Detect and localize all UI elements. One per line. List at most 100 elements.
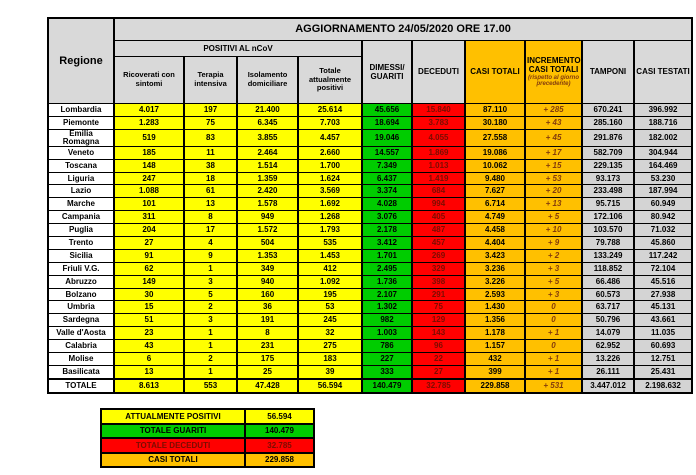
cell-deceduti: 27 — [411, 364, 466, 380]
region-name: Umbria — [47, 300, 115, 315]
cell-casi-testati: 12.751 — [632, 352, 694, 366]
cell-incremento: + 53 — [524, 171, 583, 186]
cell-deceduti: 457 — [411, 236, 466, 250]
subheader-isolamento: Isolamento domiciliare — [236, 56, 299, 104]
cell-ricoverati: 30 — [113, 287, 185, 302]
cell-ricoverati: 4.017 — [113, 103, 185, 117]
cell-totale-positivi: 4.457 — [297, 128, 363, 147]
region-name: Puglia — [47, 223, 115, 238]
table-row: Lazio 1.088 61 2.420 3.569 3.374 684 7.6… — [47, 184, 694, 199]
cell-totale-positivi: 1.692 — [297, 197, 363, 212]
cell-isolamento: 191 — [236, 313, 299, 328]
cell-ricoverati: 43 — [113, 339, 185, 354]
cell-dimessi-guariti: 1.701 — [361, 248, 413, 263]
cell-casi-testati: 45.516 — [632, 274, 694, 289]
subheader-ricoverati: Ricoverati con sintomi — [113, 56, 185, 104]
cell-casi-testati: 72.104 — [632, 261, 694, 276]
cell-dimessi-guariti: 227 — [361, 352, 413, 366]
table-row: Bolzano 30 5 160 195 2.107 291 2.593 + 3… — [47, 287, 694, 302]
cell-casi-totali: 4.458 — [464, 223, 526, 238]
cell-incremento: + 5 — [524, 210, 583, 225]
cell-terapia-intensiva: 553 — [183, 377, 238, 394]
cell-tamponi: 60.573 — [581, 287, 635, 302]
cell-casi-testati: 11.035 — [632, 326, 694, 341]
summary-label-totale-guariti: TOTALE GUARITI — [100, 422, 246, 439]
cell-ricoverati: 15 — [113, 300, 185, 315]
cell-terapia-intensiva: 4 — [183, 236, 238, 250]
table-row: Sardegna 51 3 191 245 982 129 1.356 0 50… — [47, 313, 694, 328]
cell-ricoverati: 91 — [113, 248, 185, 263]
summary-row-attualmente-positivi: ATTUALMENTE POSITIVI 56.594 — [100, 408, 315, 425]
cell-ricoverati: 23 — [113, 326, 185, 341]
cell-incremento: + 2 — [524, 248, 583, 263]
cell-totale-positivi: 25.614 — [297, 103, 363, 117]
table-body: Lombardia 4.017 197 21.400 25.614 45.656… — [47, 103, 694, 394]
cell-dimessi-guariti: 140.479 — [361, 377, 413, 394]
summary-value-casi-totali: 229.858 — [244, 451, 315, 468]
table-row: Emilia Romagna 519 83 3.855 4.457 19.046… — [47, 128, 694, 147]
cell-dimessi-guariti: 14.557 — [361, 145, 413, 160]
cell-tamponi: 118.852 — [581, 261, 635, 276]
cell-casi-totali: 1.430 — [464, 300, 526, 315]
cell-deceduti: 487 — [411, 223, 466, 238]
cell-incremento: + 1 — [524, 364, 583, 380]
cell-totale-positivi: 1.268 — [297, 210, 363, 225]
region-name: TOTALE — [47, 377, 115, 394]
cell-tamponi: 670.241 — [581, 103, 635, 117]
cell-deceduti: 1.869 — [411, 145, 466, 160]
cell-casi-totali: 3.423 — [464, 248, 526, 263]
cell-ricoverati: 101 — [113, 197, 185, 212]
cell-casi-totali: 229.858 — [464, 377, 526, 394]
table-row: Sicilia 91 9 1.353 1.453 1.701 269 3.423… — [47, 248, 694, 263]
cell-incremento: + 3 — [524, 287, 583, 302]
cell-totale-positivi: 2.660 — [297, 145, 363, 160]
cell-casi-totali: 19.086 — [464, 145, 526, 160]
region-name: Veneto — [47, 145, 115, 160]
cell-terapia-intensiva: 5 — [183, 287, 238, 302]
summary-box: ATTUALMENTE POSITIVI 56.594 TOTALE GUARI… — [100, 408, 315, 468]
region-name: Abruzzo — [47, 274, 115, 289]
cell-deceduti: 684 — [411, 184, 466, 199]
cell-terapia-intensiva: 1 — [183, 364, 238, 380]
cell-deceduti: 96 — [411, 339, 466, 354]
cell-isolamento: 940 — [236, 274, 299, 289]
cell-isolamento: 47.428 — [236, 377, 299, 394]
cell-incremento: + 5 — [524, 274, 583, 289]
cell-incremento: + 531 — [524, 377, 583, 394]
region-name: Calabria — [47, 339, 115, 354]
cell-casi-totali: 432 — [464, 352, 526, 366]
cell-isolamento: 1.572 — [236, 223, 299, 238]
cell-isolamento: 349 — [236, 261, 299, 276]
cell-dimessi-guariti: 3.076 — [361, 210, 413, 225]
cell-ricoverati: 51 — [113, 313, 185, 328]
summary-value-attualmente-positivi: 56.594 — [244, 408, 315, 425]
cell-casi-totali: 7.627 — [464, 184, 526, 199]
cell-casi-testati: 396.992 — [632, 103, 694, 117]
table-row: Molise 6 2 175 183 227 22 432 + 1 13.226… — [47, 352, 694, 366]
cell-isolamento: 1.514 — [236, 158, 299, 173]
cell-dimessi-guariti: 1.736 — [361, 274, 413, 289]
cell-totale-positivi: 1.092 — [297, 274, 363, 289]
cell-ricoverati: 311 — [113, 210, 185, 225]
table-row: Abruzzo 149 3 940 1.092 1.736 398 3.226 … — [47, 274, 694, 289]
cell-isolamento: 6.345 — [236, 115, 299, 130]
cell-casi-totali: 87.110 — [464, 103, 526, 117]
cell-tamponi: 172.106 — [581, 210, 635, 225]
cell-casi-totali: 10.062 — [464, 158, 526, 173]
cell-terapia-intensiva: 13 — [183, 197, 238, 212]
table-row: Toscana 148 38 1.514 1.700 7.349 1.013 1… — [47, 158, 694, 173]
cell-totale-positivi: 53 — [297, 300, 363, 315]
cell-tamponi: 13.226 — [581, 352, 635, 366]
cell-terapia-intensiva: 75 — [183, 115, 238, 130]
cell-casi-testati: 71.032 — [632, 223, 694, 238]
cell-isolamento: 1.578 — [236, 197, 299, 212]
cell-ricoverati: 62 — [113, 261, 185, 276]
cell-deceduti: 143 — [411, 326, 466, 341]
cell-terapia-intensiva: 8 — [183, 210, 238, 225]
region-name: Liguria — [47, 171, 115, 186]
region-name: Valle d'Aosta — [47, 326, 115, 341]
cell-casi-totali: 4.404 — [464, 236, 526, 250]
cell-casi-testati: 27.938 — [632, 287, 694, 302]
cell-casi-testati: 53.230 — [632, 171, 694, 186]
